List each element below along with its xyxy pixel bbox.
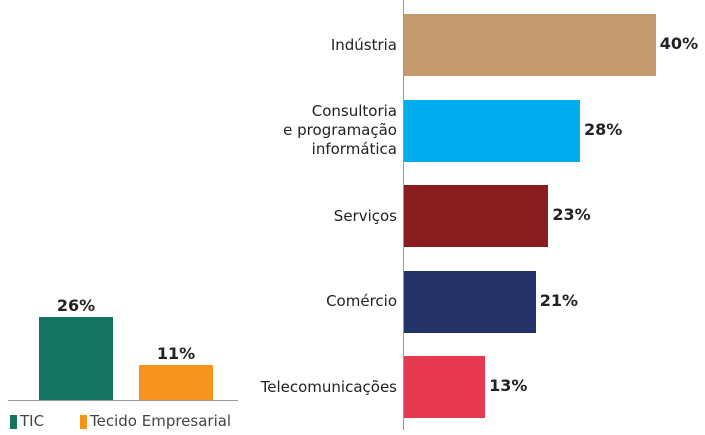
bar xyxy=(404,356,486,418)
bar xyxy=(404,99,580,162)
value-label: 26% xyxy=(56,295,96,315)
value-label: 28% xyxy=(583,119,623,139)
bar xyxy=(404,14,656,76)
bar xyxy=(404,185,549,247)
category-label: Indústria xyxy=(330,35,397,54)
category-label: Consultoria e programação informática xyxy=(283,102,397,158)
category-label: Serviços xyxy=(333,206,397,225)
axis-line xyxy=(403,0,404,430)
category-label: Comércio xyxy=(326,292,397,310)
legend-label: TIC xyxy=(20,412,45,430)
bar xyxy=(404,270,536,333)
category-label: Telecomunicações xyxy=(260,377,397,396)
value-label: 40% xyxy=(659,34,699,53)
baseline xyxy=(8,400,238,401)
legend-swatch xyxy=(10,415,17,429)
value-label: 13% xyxy=(489,376,528,395)
bar xyxy=(139,364,213,400)
value-label: 21% xyxy=(539,290,579,310)
bar xyxy=(39,316,113,400)
legend-label: Tecido Empresarial xyxy=(90,412,232,430)
value-label: 11% xyxy=(156,343,196,363)
legend-swatch xyxy=(80,415,87,429)
value-label: 23% xyxy=(552,205,591,224)
